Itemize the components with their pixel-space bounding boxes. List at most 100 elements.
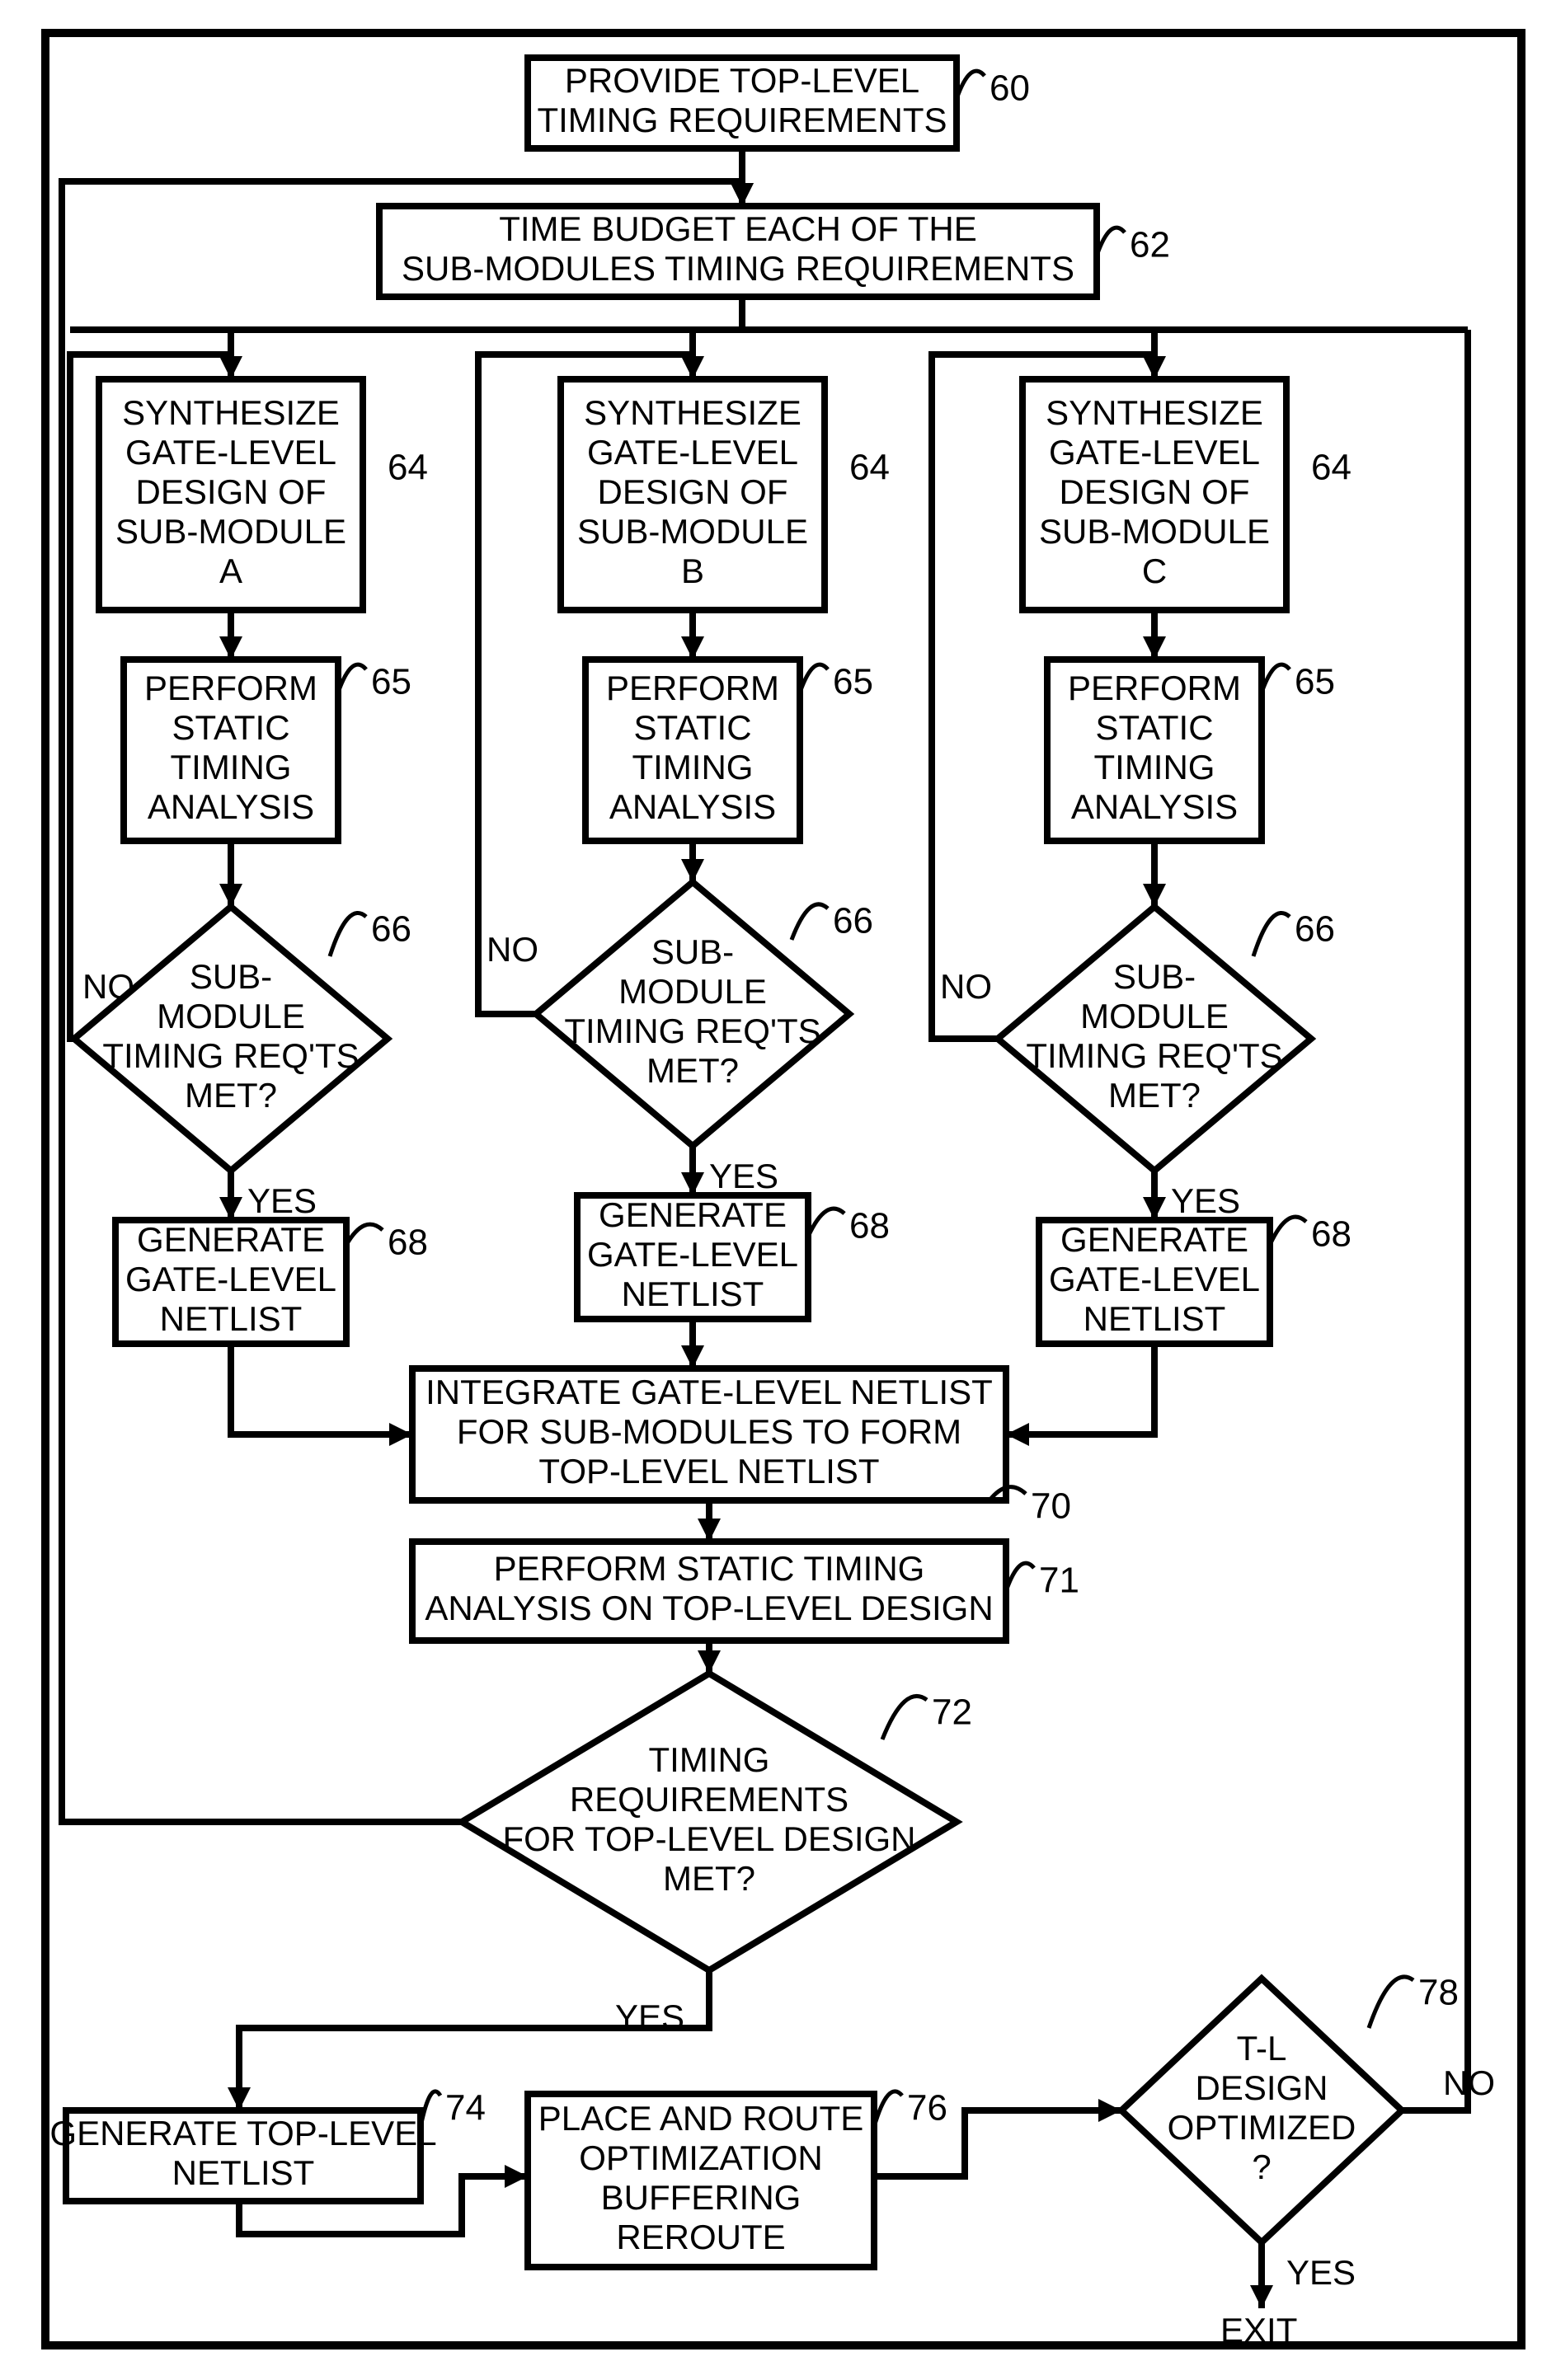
svg-text:SYNTHESIZE: SYNTHESIZE	[122, 393, 340, 432]
svg-text:74: 74	[445, 2088, 486, 2129]
svg-text:?: ?	[1252, 2148, 1271, 2186]
n64b: SYNTHESIZEGATE-LEVELDESIGN OFSUB-MODULEB	[561, 379, 825, 610]
svg-text:GATE-LEVEL: GATE-LEVEL	[1049, 433, 1260, 472]
svg-text:STATIC: STATIC	[172, 708, 289, 747]
svg-text:GATE-LEVEL: GATE-LEVEL	[587, 1235, 798, 1274]
svg-text:68: 68	[388, 1223, 428, 1263]
svg-text:REROUTE: REROUTE	[616, 2218, 785, 2256]
svg-text:60: 60	[990, 68, 1030, 109]
svg-text:T-L: T-L	[1237, 2029, 1287, 2068]
svg-text:PROVIDE TOP-LEVEL: PROVIDE TOP-LEVEL	[565, 61, 919, 100]
svg-text:65: 65	[833, 662, 873, 702]
n72: TIMINGREQUIREMENTSFOR TOP-LEVEL DESIGNME…	[462, 1674, 957, 1970]
svg-text:MODULE: MODULE	[618, 972, 767, 1011]
svg-text:PERFORM: PERFORM	[144, 669, 317, 707]
svg-text:64: 64	[388, 448, 428, 488]
svg-text:NETLIST: NETLIST	[172, 2153, 315, 2192]
svg-text:INTEGRATE GATE-LEVEL NETLIST: INTEGRATE GATE-LEVEL NETLIST	[425, 1373, 993, 1411]
svg-text:NETLIST: NETLIST	[160, 1299, 303, 1338]
svg-text:FOR TOP-LEVEL DESIGN: FOR TOP-LEVEL DESIGN	[502, 1819, 915, 1858]
svg-text:SUB-MODULE: SUB-MODULE	[1039, 512, 1270, 551]
svg-text:YES: YES	[615, 1997, 684, 2036]
svg-text:C: C	[1142, 552, 1167, 590]
svg-text:TIMING REQUIREMENTS: TIMING REQUIREMENTS	[537, 101, 947, 139]
n65c: PERFORMSTATICTIMINGANALYSIS	[1047, 660, 1262, 841]
svg-text:PLACE AND ROUTE: PLACE AND ROUTE	[538, 2099, 863, 2138]
svg-text:GENERATE: GENERATE	[1060, 1220, 1248, 1259]
svg-text:NO: NO	[1443, 2063, 1495, 2102]
svg-text:TIMING: TIMING	[649, 1740, 770, 1779]
svg-text:SUB-MODULE: SUB-MODULE	[115, 512, 346, 551]
svg-text:65: 65	[371, 662, 411, 702]
svg-text:SYNTHESIZE: SYNTHESIZE	[1046, 393, 1263, 432]
svg-text:A: A	[219, 552, 242, 590]
svg-text:71: 71	[1039, 1561, 1079, 1601]
n68c: GENERATEGATE-LEVELNETLIST	[1039, 1220, 1270, 1344]
svg-text:GENERATE: GENERATE	[137, 1220, 325, 1259]
svg-text:SUB-: SUB-	[190, 957, 272, 996]
svg-text:PERFORM: PERFORM	[1068, 669, 1241, 707]
svg-text:YES: YES	[709, 1157, 778, 1195]
svg-text:76: 76	[907, 2088, 947, 2129]
svg-text:66: 66	[371, 909, 411, 950]
svg-text:TIMING: TIMING	[171, 748, 292, 786]
svg-text:62: 62	[1130, 225, 1170, 265]
svg-text:SUB-: SUB-	[651, 932, 734, 971]
svg-text:72: 72	[932, 1692, 972, 1733]
n64c: SYNTHESIZEGATE-LEVELDESIGN OFSUB-MODULEC	[1022, 379, 1286, 610]
svg-text:TIMING REQ'TS: TIMING REQ'TS	[102, 1036, 359, 1075]
svg-text:64: 64	[849, 448, 890, 488]
svg-text:PERFORM STATIC TIMING: PERFORM STATIC TIMING	[494, 1549, 925, 1588]
n78: T-LDESIGNOPTIMIZED?	[1121, 1979, 1402, 2242]
svg-text:68: 68	[1311, 1214, 1352, 1255]
svg-text:ANALYSIS: ANALYSIS	[609, 787, 776, 826]
svg-text:OPTIMIZED: OPTIMIZED	[1168, 2108, 1356, 2147]
svg-text:EXIT: EXIT	[1220, 2311, 1297, 2349]
svg-text:DESIGN: DESIGN	[1195, 2068, 1328, 2107]
svg-text:NO: NO	[82, 967, 134, 1006]
svg-text:66: 66	[1295, 909, 1335, 950]
svg-text:GENERATE TOP-LEVEL: GENERATE TOP-LEVEL	[49, 2114, 436, 2152]
svg-text:70: 70	[1031, 1486, 1071, 1527]
svg-text:MODULE: MODULE	[1080, 997, 1229, 1035]
n74: GENERATE TOP-LEVELNETLIST	[49, 2110, 436, 2201]
svg-text:TIMING REQ'TS: TIMING REQ'TS	[1026, 1036, 1282, 1075]
svg-text:YES: YES	[247, 1181, 317, 1220]
svg-text:MET?: MET?	[185, 1076, 277, 1115]
svg-text:STATIC: STATIC	[1095, 708, 1213, 747]
svg-text:YES: YES	[1286, 2253, 1356, 2292]
svg-text:PERFORM: PERFORM	[606, 669, 779, 707]
svg-text:NO: NO	[940, 967, 992, 1006]
svg-text:ANALYSIS: ANALYSIS	[1071, 787, 1238, 826]
svg-text:NETLIST: NETLIST	[622, 1274, 764, 1313]
n76: PLACE AND ROUTEOPTIMIZATIONBUFFERINGRERO…	[528, 2094, 874, 2267]
svg-text:YES: YES	[1171, 1181, 1240, 1220]
svg-text:GATE-LEVEL: GATE-LEVEL	[1049, 1260, 1260, 1298]
n65a: PERFORMSTATICTIMINGANALYSIS	[124, 660, 338, 841]
svg-text:TIMING: TIMING	[632, 748, 754, 786]
svg-text:FOR SUB-MODULES TO FORM: FOR SUB-MODULES TO FORM	[457, 1412, 961, 1451]
svg-text:TIMING: TIMING	[1094, 748, 1215, 786]
svg-text:68: 68	[849, 1206, 890, 1246]
svg-text:NO: NO	[487, 930, 538, 969]
n65b: PERFORMSTATICTIMINGANALYSIS	[585, 660, 800, 841]
svg-text:SUB-MODULE: SUB-MODULE	[577, 512, 808, 551]
svg-text:DESIGN OF: DESIGN OF	[135, 472, 326, 511]
svg-text:66: 66	[833, 901, 873, 941]
n70: INTEGRATE GATE-LEVEL NETLISTFOR SUB-MODU…	[412, 1368, 1006, 1500]
n71: PERFORM STATIC TIMINGANALYSIS ON TOP-LEV…	[412, 1542, 1006, 1641]
svg-text:DESIGN OF: DESIGN OF	[597, 472, 787, 511]
svg-text:MODULE: MODULE	[157, 997, 305, 1035]
svg-text:TIME BUDGET EACH OF THE: TIME BUDGET EACH OF THE	[499, 209, 977, 248]
svg-text:SUB-MODULES TIMING REQUIREMENT: SUB-MODULES TIMING REQUIREMENTS	[402, 249, 1074, 288]
n62: TIME BUDGET EACH OF THESUB-MODULES TIMIN…	[379, 206, 1097, 297]
n66c: SUB-MODULETIMING REQ'TSMET?	[998, 907, 1311, 1171]
svg-text:GATE-LEVEL: GATE-LEVEL	[125, 433, 336, 472]
svg-text:MET?: MET?	[663, 1859, 755, 1898]
svg-text:ANALYSIS ON TOP-LEVEL DESIGN: ANALYSIS ON TOP-LEVEL DESIGN	[425, 1589, 993, 1627]
svg-text:65: 65	[1295, 662, 1335, 702]
svg-text:GATE-LEVEL: GATE-LEVEL	[587, 433, 798, 472]
svg-text:NETLIST: NETLIST	[1084, 1299, 1226, 1338]
svg-text:ANALYSIS: ANALYSIS	[148, 787, 314, 826]
n64a: SYNTHESIZEGATE-LEVELDESIGN OFSUB-MODULEA	[99, 379, 363, 610]
